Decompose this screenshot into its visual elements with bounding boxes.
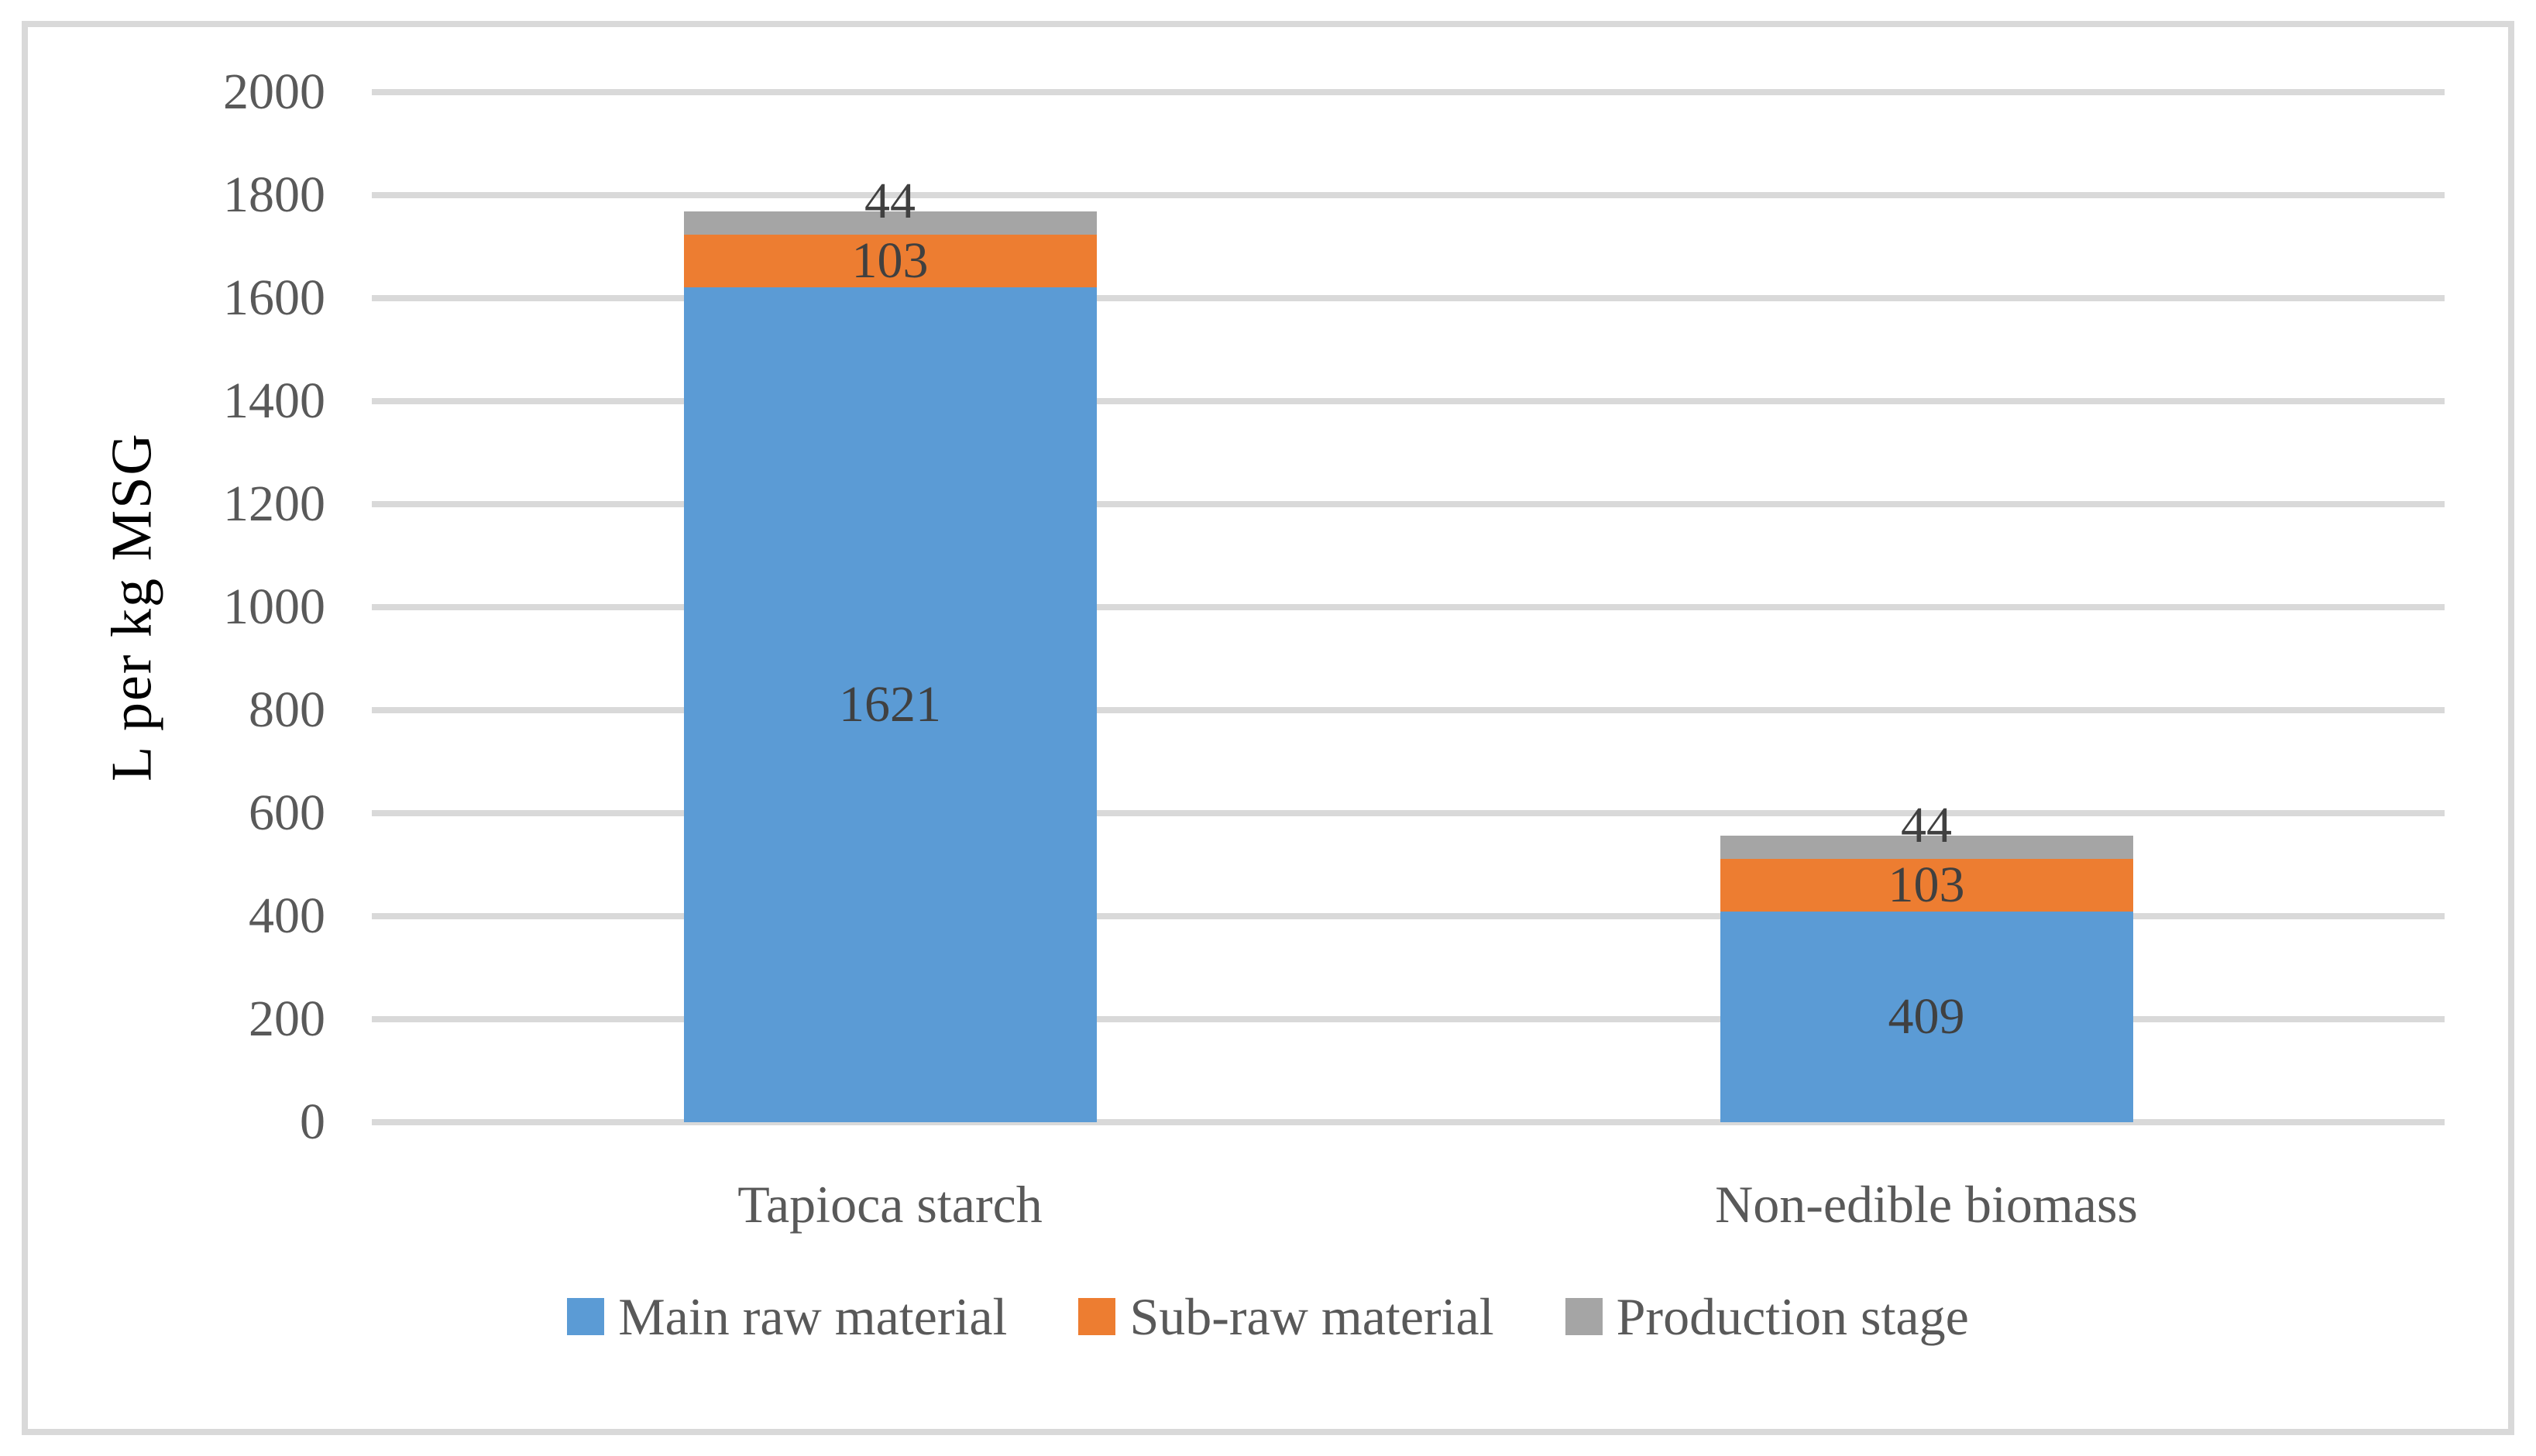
legend: Main raw material Sub-raw material Product… [22, 1279, 2514, 1354]
y-tick-label: 600 [249, 785, 325, 841]
y-tick-label: 200 [249, 991, 325, 1047]
gridline [372, 810, 2445, 816]
bar-segment-sub-raw-material [1720, 858, 2133, 912]
legend-label-main-raw-material: Main raw material [618, 1287, 1008, 1346]
data-label-sub-raw-material: 103 [1888, 856, 1965, 913]
data-label-main-raw-material: 409 [1888, 988, 1965, 1045]
x-category-label-tapioca-starch: Tapioca starch [737, 1175, 1043, 1234]
bar-segment-main-raw-material [1720, 912, 2133, 1122]
production-stage-swatch-icon [1565, 1298, 1603, 1335]
gridline [372, 707, 2445, 713]
y-tick-label: 1200 [223, 476, 325, 532]
bar-segment-main-raw-material [683, 287, 1097, 1122]
legend-item-sub-raw-material: Sub-raw material [1078, 1287, 1494, 1346]
plot-area: 1621 103 44 409 103 44 [372, 89, 2445, 1125]
y-tick-label: 1400 [223, 373, 325, 429]
y-tick-label: 800 [249, 682, 325, 738]
main-raw-material-swatch-icon [567, 1298, 605, 1335]
gridline [372, 604, 2445, 610]
chart-frame [22, 21, 2514, 1435]
gridline [372, 501, 2445, 507]
bar-segment-sub-raw-material [683, 234, 1097, 288]
gridline [372, 89, 2445, 95]
y-tick-label: 0 [300, 1094, 325, 1150]
y-tick-label: 2000 [223, 64, 325, 120]
y-tick-label: 400 [249, 888, 325, 944]
x-category-label-non-edible-biomass: Non-edible biomass [1715, 1175, 2138, 1234]
y-tick-label: 1000 [223, 579, 325, 635]
data-label-main-raw-material: 1621 [839, 676, 941, 733]
gridline [372, 398, 2445, 404]
gridline [372, 1016, 2445, 1022]
gridline [372, 1119, 2445, 1125]
legend-label-sub-raw-material: Sub-raw material [1129, 1287, 1494, 1346]
data-label-production-stage: 44 [864, 172, 916, 229]
data-label-sub-raw-material: 103 [851, 232, 929, 289]
gridline [372, 295, 2445, 301]
legend-label-production-stage: Production stage [1616, 1287, 1969, 1346]
y-tick-label: 1600 [223, 270, 325, 326]
data-label-production-stage: 44 [1901, 796, 1952, 853]
bar-segment-production-stage [683, 211, 1097, 235]
legend-item-main-raw-material: Main raw material [567, 1290, 1007, 1343]
gridline [372, 192, 2445, 198]
gridline [372, 913, 2445, 919]
bar-segment-production-stage [1720, 836, 2133, 859]
sub-raw-material-swatch-icon [1078, 1298, 1116, 1335]
legend-item-production-stage: Production stage [1565, 1290, 1969, 1343]
y-tick-label: 1800 [223, 167, 325, 223]
